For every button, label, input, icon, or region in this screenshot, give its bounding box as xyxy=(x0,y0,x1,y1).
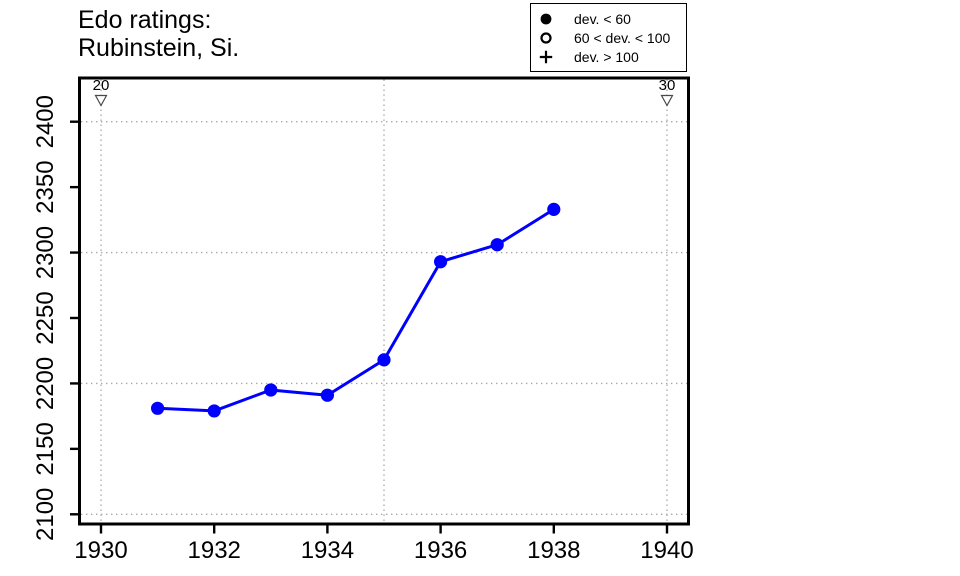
down-triangle-icon xyxy=(660,94,674,107)
y-axis-tick-label: 2350 xyxy=(32,160,59,213)
chart-title: Edo ratings: Rubinstein, Si. xyxy=(78,6,239,62)
rating-line xyxy=(156,207,556,413)
x-axis-tick-label: 1930 xyxy=(74,537,127,564)
data-point xyxy=(264,383,278,397)
x-axis-tick-label: 1940 xyxy=(640,537,693,564)
y-axis-tick-label: 2400 xyxy=(32,95,59,148)
legend-item-dev-60-100: 60 < dev. < 100 xyxy=(531,30,686,46)
data-point xyxy=(207,404,221,418)
top-marker-label: 20 xyxy=(93,77,110,94)
y-axis-tick-label: 2300 xyxy=(32,226,59,279)
legend-label: 60 < dev. < 100 xyxy=(574,29,671,46)
data-point xyxy=(490,238,504,252)
y-axis-tick-label: 2100 xyxy=(32,488,59,541)
open-circle-icon xyxy=(539,31,553,45)
data-point xyxy=(434,255,448,269)
legend-label: dev. > 100 xyxy=(574,48,639,65)
plot-box xyxy=(78,76,690,526)
y-axis-tick-label: 2150 xyxy=(32,422,59,475)
down-triangle-icon xyxy=(94,94,108,107)
y-axis-tick-label: 2200 xyxy=(32,357,59,410)
data-point xyxy=(377,353,391,367)
plus-icon xyxy=(539,50,553,64)
legend-item-dev-gt-100: dev. > 100 xyxy=(531,49,686,65)
x-axis-tick-label: 1938 xyxy=(527,537,580,564)
chart-title-line-1: Edo ratings: xyxy=(78,6,212,34)
data-point xyxy=(547,202,561,216)
x-axis-tick-label: 1936 xyxy=(414,537,467,564)
x-axis-tick-label: 1932 xyxy=(188,537,241,564)
legend-item-dev-lt-60: dev. < 60 xyxy=(531,11,686,27)
top-marker-label: 30 xyxy=(659,77,676,94)
x-axis-tick-label: 1934 xyxy=(301,537,354,564)
chart-title-line-2: Rubinstein, Si. xyxy=(78,34,240,62)
legend: dev. < 60 60 < dev. < 100 dev. > 100 xyxy=(530,3,687,72)
data-point xyxy=(151,401,165,415)
data-point xyxy=(320,388,334,402)
legend-label: dev. < 60 xyxy=(574,10,631,27)
filled-circle-icon xyxy=(539,12,553,26)
y-axis-tick-label: 2250 xyxy=(32,291,59,344)
